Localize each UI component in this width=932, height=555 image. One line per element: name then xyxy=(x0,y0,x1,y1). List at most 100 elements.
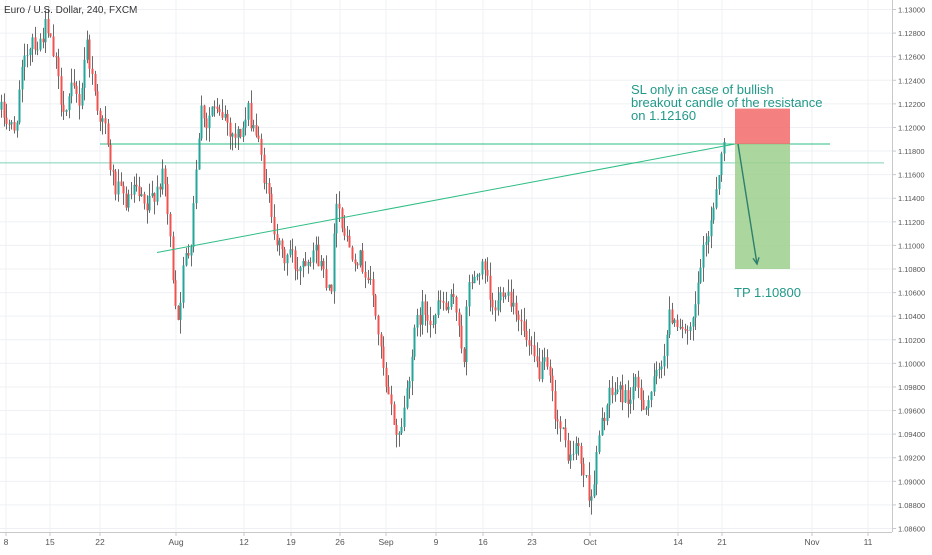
time-tick-label: Oct xyxy=(583,537,597,547)
price-tick-label: 1.12800 xyxy=(898,29,925,38)
candle-bull xyxy=(211,106,214,116)
candle-bull xyxy=(328,284,331,288)
price-tick-label: 1.11400 xyxy=(898,194,925,203)
price-tick-label: 1.11800 xyxy=(898,147,925,156)
candle-bull xyxy=(26,55,29,56)
candle-bear xyxy=(577,443,580,446)
candle-bear xyxy=(536,356,539,362)
candle-bear xyxy=(294,250,297,270)
candle-bear xyxy=(94,73,97,92)
candle-bull xyxy=(598,435,601,452)
price-axis[interactable]: 1.13000 1.12800 1.12600 1.12400 1.12200 1.120… xyxy=(892,0,925,534)
candle-bull xyxy=(39,38,42,50)
candle-bull xyxy=(512,302,515,307)
candle-bull xyxy=(307,261,310,266)
time-tick-label: 15 xyxy=(45,537,55,547)
candle-bull xyxy=(692,317,695,327)
candle-bear xyxy=(361,250,364,272)
candle-bear xyxy=(135,184,138,187)
annotation-note-line: breakout candle of the resistance xyxy=(631,95,823,110)
candle-bear xyxy=(367,277,370,281)
candle-bull xyxy=(447,306,450,310)
candle-bull xyxy=(705,242,708,245)
candle-bear xyxy=(546,357,549,367)
candle-bull xyxy=(647,400,650,409)
candle-bull xyxy=(231,133,234,137)
candle-bull xyxy=(70,82,73,97)
candle-bear xyxy=(484,261,487,270)
candle-bear xyxy=(174,280,177,306)
candle-bear xyxy=(138,186,141,197)
time-tick-label: 23 xyxy=(527,537,537,547)
candle-bear xyxy=(226,113,229,123)
time-tick-label: 16 xyxy=(478,537,488,547)
candle-bull xyxy=(601,417,604,436)
candle-bear xyxy=(533,345,536,357)
candle-bear xyxy=(642,399,645,410)
candle-bull xyxy=(265,182,268,184)
time-tick-label: 19 xyxy=(286,537,296,547)
candle-bear xyxy=(166,184,169,215)
candle-bear xyxy=(5,117,8,124)
candle-bull xyxy=(413,327,416,357)
candle-bear xyxy=(395,424,398,435)
candle-bull xyxy=(590,496,593,501)
candle-bull xyxy=(569,454,572,461)
candle-bear xyxy=(125,193,128,208)
candle-bull xyxy=(504,295,507,297)
candle-bull xyxy=(16,122,19,131)
candle-bear xyxy=(588,475,591,501)
candle-bear xyxy=(218,109,221,113)
candle-bear xyxy=(159,186,162,190)
candle-bull xyxy=(632,386,635,400)
candle-bear xyxy=(452,294,455,297)
candle-bull xyxy=(434,314,437,324)
candle-bear xyxy=(91,68,94,74)
candle-bull xyxy=(481,261,484,275)
candle-bear xyxy=(203,105,206,119)
candle-bull xyxy=(400,426,403,433)
candle-bull xyxy=(702,244,705,268)
candle-bull xyxy=(416,314,419,328)
time-axis[interactable]: 8 15 22 Aug 12 19 26 Sep 9 16 23 Oct 14 21 Nov 11 xyxy=(0,532,892,547)
candle-bull xyxy=(562,427,565,429)
take-profit-label: TP 1.10800 xyxy=(734,285,801,300)
candle-bull xyxy=(585,475,588,476)
candle-bear xyxy=(463,348,466,363)
candle-bull xyxy=(0,101,3,110)
candle-bull xyxy=(31,37,34,50)
candle-bull xyxy=(720,153,723,176)
candle-bear xyxy=(671,309,674,324)
candle-bull xyxy=(237,128,240,138)
price-tick-label: 1.10200 xyxy=(898,336,925,345)
candle-bear xyxy=(556,419,559,422)
candle-bull xyxy=(614,392,617,396)
candle-bull xyxy=(650,391,653,401)
candle-bear xyxy=(34,37,37,50)
candle-bull xyxy=(421,301,424,325)
candle-bull xyxy=(148,195,151,211)
candle-bull xyxy=(595,451,598,485)
price-tick-label: 1.08800 xyxy=(898,501,925,510)
candle-bear xyxy=(640,387,643,400)
time-tick-label: 22 xyxy=(95,537,105,547)
candle-bull xyxy=(224,113,227,118)
candles xyxy=(0,8,726,515)
candle-bull xyxy=(156,186,159,202)
candle-bull xyxy=(658,369,661,370)
candle-bull xyxy=(666,334,669,356)
candle-bear xyxy=(169,214,172,237)
candle-bear xyxy=(348,236,351,248)
trendline xyxy=(156,143,736,253)
candle-bull xyxy=(195,169,198,204)
candle-bear xyxy=(684,328,687,331)
time-tick-label: 12 xyxy=(239,537,249,547)
candle-bull xyxy=(689,326,692,331)
candle-bear xyxy=(520,319,523,322)
candle-bear xyxy=(551,375,554,392)
candle-bull xyxy=(541,361,544,380)
candle-bear xyxy=(120,181,123,186)
candle-bull xyxy=(715,189,718,208)
